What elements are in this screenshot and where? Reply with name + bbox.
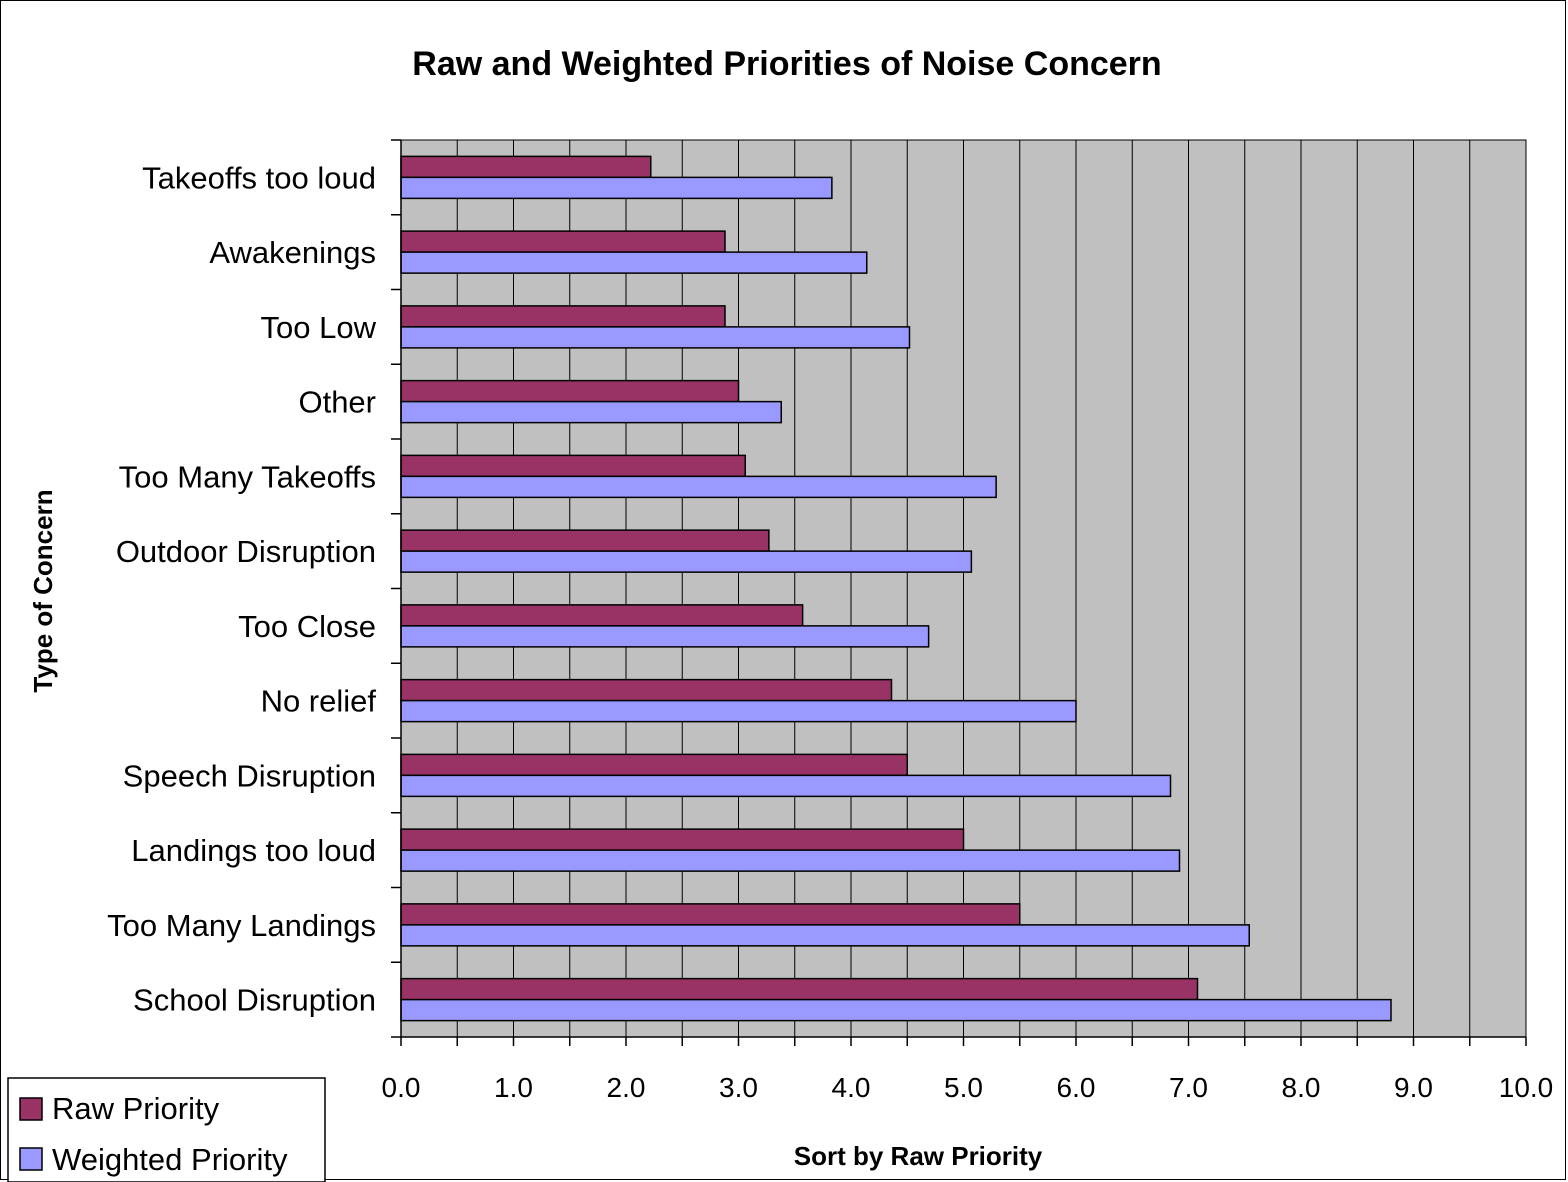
- category-label: No relief: [261, 684, 377, 719]
- chart-title: Raw and Weighted Priorities of Noise Con…: [412, 45, 1161, 83]
- category-label: Speech Disruption: [123, 758, 376, 793]
- x-tick-label: 5.0: [944, 1072, 983, 1103]
- bar-raw-school-disruption: [400, 977, 1199, 1001]
- category-label: Other: [298, 385, 376, 420]
- bar-weighted-too-many-takeoffs: [400, 475, 997, 499]
- category-label: School Disruption: [133, 983, 376, 1018]
- x-tick-label: 2.0: [607, 1072, 646, 1103]
- category-label: Awakenings: [209, 235, 376, 270]
- bar-weighted-no-relief: [400, 699, 1077, 723]
- x-tick-label: 1.0: [494, 1072, 533, 1103]
- category-label: Landings too loud: [131, 833, 376, 868]
- bar-raw-outdoor-disruption: [400, 529, 770, 552]
- category-label: Too Many Landings: [107, 908, 376, 943]
- bar-raw-takeoffs-too-loud: [400, 155, 652, 179]
- bar-weighted-landings-too-loud: [400, 849, 1181, 872]
- bar-raw-landings-too-loud: [400, 828, 965, 851]
- category-label: Too Many Takeoffs: [119, 459, 376, 494]
- axis-labels: Takeoffs too loud Awakenings Too Low Other T…: [107, 160, 1553, 1103]
- bar-raw-too-many-takeoffs: [400, 454, 746, 478]
- x-tick-label: 0.0: [382, 1072, 421, 1103]
- plot-area: [391, 139, 1527, 1046]
- bar-weighted-school-disruption: [400, 998, 1392, 1022]
- bar-raw-no-relief: [400, 678, 893, 702]
- x-tick-label: 8.0: [1282, 1072, 1321, 1103]
- legend-swatch-raw-priority: [19, 1097, 43, 1121]
- bar-weighted-too-many-landings: [400, 924, 1250, 947]
- bar-raw-speech-disruption: [400, 753, 908, 777]
- legend: Raw Priority Weighted Priority: [7, 1077, 326, 1182]
- legend-box: [7, 1077, 326, 1182]
- bar-raw-too-close: [400, 604, 804, 627]
- category-label: Outdoor Disruption: [116, 534, 376, 569]
- x-tick-label: 6.0: [1057, 1072, 1096, 1103]
- bar-weighted-speech-disruption: [400, 774, 1172, 798]
- category-label: Takeoffs too loud: [142, 160, 376, 195]
- category-label: Too Low: [261, 310, 377, 345]
- bar-weighted-outdoor-disruption: [400, 550, 973, 573]
- bar-raw-other: [400, 379, 740, 403]
- category-label: Too Close: [238, 609, 376, 644]
- bar-weighted-takeoffs-too-loud: [400, 176, 833, 200]
- x-tick-label: 3.0: [719, 1072, 758, 1103]
- x-tick-label: 9.0: [1394, 1072, 1433, 1103]
- bar-weighted-too-low: [400, 326, 911, 349]
- bar-raw-too-low: [400, 305, 726, 328]
- bar-weighted-other: [400, 400, 782, 424]
- bar-raw-too-many-landings: [400, 903, 1021, 926]
- bar-weighted-too-close: [400, 625, 930, 648]
- legend-label-weighted-priority: Weighted Priority: [52, 1142, 288, 1177]
- x-tick-label: 10.0: [1499, 1072, 1554, 1103]
- x-tick-label: 7.0: [1169, 1072, 1208, 1103]
- x-axis-title: Sort by Raw Priority: [794, 1141, 1043, 1171]
- legend-label-raw-priority: Raw Priority: [52, 1091, 220, 1126]
- legend-swatch-weighted-priority: [19, 1147, 43, 1171]
- bar-raw-awakenings: [400, 230, 726, 253]
- bar-weighted-awakenings: [400, 251, 868, 274]
- y-axis-title: Type of Concern: [28, 489, 58, 692]
- x-tick-label: 4.0: [832, 1072, 871, 1103]
